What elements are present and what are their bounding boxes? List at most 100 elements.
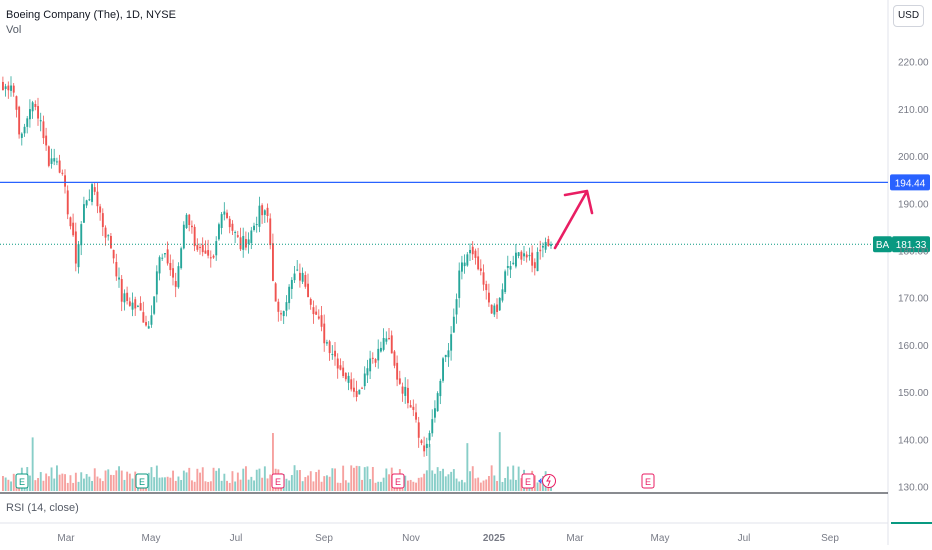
candle-body xyxy=(174,281,177,287)
last-price-label-bg xyxy=(892,236,930,253)
candle-body xyxy=(182,224,185,249)
candle-body xyxy=(285,302,288,311)
x-tick-label: 2025 xyxy=(483,533,506,544)
volume-bar xyxy=(358,466,361,491)
candle-body xyxy=(312,307,315,315)
volume-bar xyxy=(253,480,255,491)
volume-bar xyxy=(155,465,158,491)
candle-body xyxy=(496,304,498,312)
candle-body xyxy=(307,283,309,298)
y-tick-label: 150.00 xyxy=(898,388,929,399)
candle-body xyxy=(134,299,137,309)
volume-bar xyxy=(323,476,326,491)
earnings-marker xyxy=(15,473,29,489)
candle-body xyxy=(471,246,474,255)
candle-body xyxy=(263,210,266,215)
volume-bar xyxy=(31,437,34,491)
volume-bar xyxy=(382,477,385,491)
candle-body xyxy=(342,367,345,376)
candle-body xyxy=(277,301,280,312)
volume-bar xyxy=(161,477,164,491)
candle-body xyxy=(223,211,226,215)
candle-body xyxy=(520,251,523,260)
volume-bar xyxy=(112,475,115,491)
volume-bar xyxy=(517,466,520,491)
candle-body xyxy=(166,249,169,264)
volume-bar xyxy=(407,480,409,491)
volume-bar xyxy=(96,476,99,491)
candle-body xyxy=(334,350,336,357)
candle-body xyxy=(452,316,455,333)
volume-bar xyxy=(317,469,320,491)
candle-body xyxy=(142,312,145,323)
candle-body xyxy=(18,106,21,135)
volume-bar xyxy=(344,480,347,491)
volume-bar xyxy=(118,466,120,491)
volume-bar xyxy=(191,480,193,491)
candle-body xyxy=(7,85,10,91)
candle-body xyxy=(101,213,104,228)
candle-body xyxy=(363,373,366,387)
candle-body xyxy=(477,256,480,270)
volume-bar xyxy=(331,468,334,491)
chart-title: Boeing Company (The), 1D, NYSE xyxy=(6,9,176,21)
candle-body xyxy=(272,243,274,281)
candle-body xyxy=(188,214,191,226)
volume-bar xyxy=(166,476,169,491)
volume-bar xyxy=(506,466,509,491)
volume-bar xyxy=(477,477,480,491)
candle-body xyxy=(72,222,75,236)
candle-body xyxy=(444,354,447,358)
earnings-marker xyxy=(391,473,405,489)
candle-body xyxy=(382,337,385,350)
volume-bar xyxy=(12,473,15,491)
volume-bar xyxy=(439,471,442,491)
candle-body xyxy=(336,358,339,369)
candle-body xyxy=(2,81,4,91)
candle-body xyxy=(525,254,528,258)
candle-body xyxy=(320,315,323,327)
candle-body xyxy=(137,305,139,307)
candle-body xyxy=(304,275,307,287)
candle-body xyxy=(110,235,112,249)
y-tick-label: 220.00 xyxy=(898,58,929,69)
candle-body xyxy=(366,368,369,376)
volume-bar xyxy=(444,476,447,491)
candle-body xyxy=(131,302,134,310)
volume-bar xyxy=(177,476,180,491)
volume-bar xyxy=(490,465,493,491)
candle-body xyxy=(404,386,407,396)
volume-bar xyxy=(128,473,131,491)
candle-body xyxy=(245,239,247,248)
candle-body xyxy=(425,443,428,449)
volume-bar xyxy=(328,476,331,491)
volume-bar xyxy=(29,475,31,491)
volume-bar xyxy=(218,468,220,491)
volume-bar xyxy=(369,479,372,491)
candle-body xyxy=(69,217,72,227)
candle-body xyxy=(380,347,382,352)
candle-body xyxy=(536,251,539,272)
candle-body xyxy=(417,422,420,438)
x-tick-label: Jul xyxy=(738,533,751,544)
volume-bar xyxy=(174,480,177,491)
level-lines: 194.44 BA 181.33 xyxy=(0,174,930,253)
candle-body xyxy=(80,224,83,246)
candle-body xyxy=(177,266,180,288)
candle-body xyxy=(358,389,361,395)
volume-bar xyxy=(226,480,228,491)
volume-bar xyxy=(247,479,250,491)
volume-bar xyxy=(366,466,369,491)
volume-bar xyxy=(482,480,485,491)
volume-bar xyxy=(377,481,380,491)
volume-bar xyxy=(172,470,174,491)
volume-bar xyxy=(258,468,261,491)
volume-bar xyxy=(72,482,75,491)
y-tick-label: 170.00 xyxy=(898,294,929,305)
candle-body xyxy=(504,271,507,292)
candle-body xyxy=(544,241,547,250)
rsi-label: RSI (14, close) xyxy=(6,502,79,514)
volume-bar xyxy=(47,476,50,491)
currency-button[interactable]: USD xyxy=(893,5,924,27)
